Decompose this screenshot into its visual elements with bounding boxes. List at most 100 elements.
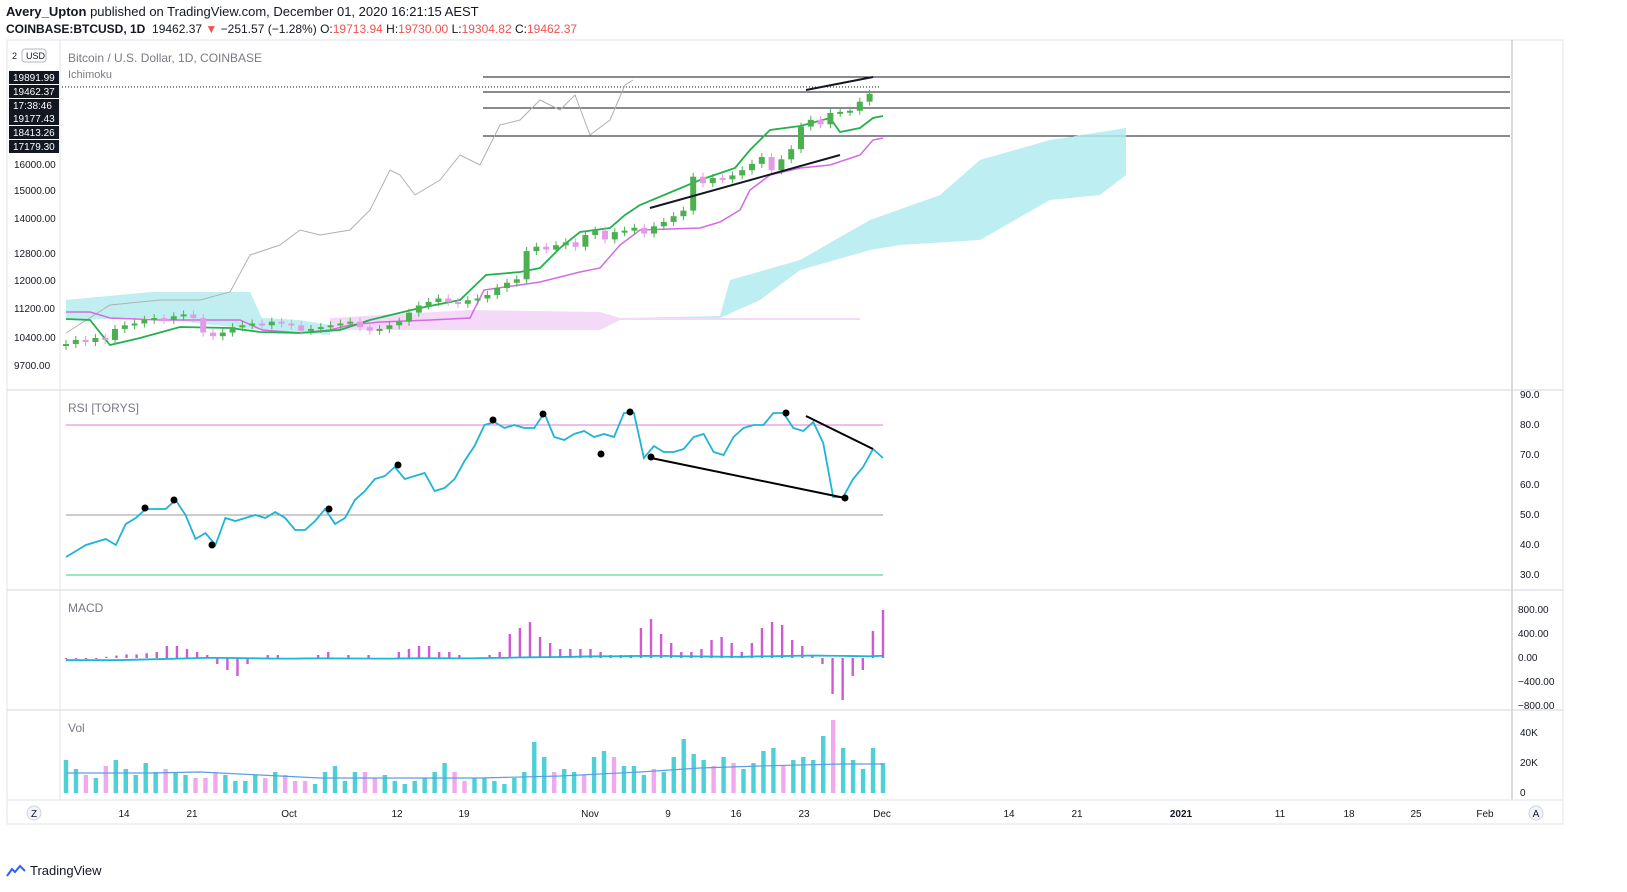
price-tag-label: 18413.26 [13, 128, 55, 139]
candle-body [396, 321, 403, 326]
time-axis-label: 14 [118, 809, 130, 820]
candle-body [121, 325, 128, 329]
candle-body [513, 279, 520, 283]
candle-body [602, 230, 608, 240]
time-axis-label: 12 [391, 809, 403, 820]
macd-histogram-bar [84, 658, 88, 659]
candle-body [523, 251, 530, 280]
macd-histogram-bar [791, 640, 794, 658]
volume-bar [581, 775, 587, 793]
macd-histogram-bar [710, 640, 713, 658]
candle-body [464, 300, 471, 304]
volume-bar [133, 775, 138, 793]
symbol-label: COINBASE:BTCUSD, 1D [6, 22, 146, 36]
macd-histogram-bar [528, 622, 532, 658]
macd-histogram-bar [700, 649, 703, 658]
volume-bar [571, 772, 577, 793]
volume-bar [223, 775, 228, 793]
auto-scale-button [1528, 805, 1544, 821]
volume-bar [561, 769, 567, 793]
candle-body [406, 312, 412, 322]
macd-histogram-bar [236, 658, 239, 676]
volume-bar [621, 766, 627, 793]
macd-histogram-bar [851, 658, 854, 676]
volume-bar [641, 775, 647, 793]
macd-histogram-bar [690, 652, 693, 658]
macd-tick-label: −400.00 [1518, 677, 1555, 688]
candle-body [249, 323, 256, 326]
rsi-pivot-dot [170, 496, 178, 504]
time-axis-label: 14 [1003, 809, 1015, 820]
time-axis-label: 21 [1071, 809, 1083, 820]
candle-body [660, 221, 667, 227]
candle-body [484, 295, 491, 299]
candle-body [631, 227, 638, 231]
volume-bar [163, 769, 168, 793]
volume-bar [721, 757, 726, 793]
footer-brand[interactable]: TradingView [6, 863, 102, 878]
volume-bar [472, 778, 477, 793]
low-label: L: [451, 22, 462, 36]
time-axis-label: 19 [458, 809, 470, 820]
author-name[interactable]: Avery_Upton [6, 4, 87, 19]
candle-body [778, 159, 785, 171]
macd-histogram-bar [448, 652, 451, 658]
volume-bar [811, 760, 816, 793]
volume-bar [751, 763, 756, 793]
volume-bar [312, 784, 318, 793]
volume-bar [73, 769, 79, 793]
time-axis-frame [6, 799, 1564, 825]
volume-bar [183, 775, 188, 793]
macd-tick-label: −800.00 [1518, 701, 1555, 712]
candle-body [621, 230, 628, 233]
ichimoku-cloud-bull [66, 292, 330, 335]
price-tag-box [9, 112, 59, 125]
tradingview-logo-icon [6, 864, 26, 877]
macd-histogram-bar [498, 652, 501, 658]
macd-histogram-bar [811, 655, 814, 658]
macd-histogram-bar [649, 619, 653, 658]
candle-body [758, 157, 765, 164]
candle-body [239, 325, 246, 328]
zoom-button-label: Z [31, 809, 37, 820]
macd-histogram-bar [427, 646, 431, 658]
macd-histogram-bar [881, 610, 885, 658]
volume-bar [532, 742, 537, 793]
macd-histogram-bar [115, 655, 118, 658]
macd-histogram-bar [589, 649, 592, 658]
candle-body [455, 302, 461, 304]
candle-body [63, 344, 69, 346]
time-axis-label: Dec [873, 809, 891, 820]
rsi-divergence-line-upper [805, 415, 874, 450]
candle-body [729, 175, 736, 180]
macd-histogram-bar [861, 658, 865, 670]
trend-line-upper [805, 76, 874, 91]
macd-histogram-bar [437, 652, 441, 658]
macd-histogram-bar [559, 649, 562, 658]
macd-histogram-bar [135, 654, 138, 658]
volume-bar [611, 757, 617, 793]
volume-bar [113, 760, 119, 793]
price-tag-box [9, 71, 59, 84]
candle-body [288, 323, 295, 326]
rsi-pivot-dot [626, 408, 634, 416]
volume-bar [492, 781, 497, 793]
volume-bar [601, 751, 607, 793]
candle-body [504, 282, 510, 288]
open-value: 19713.94 [332, 22, 383, 36]
volume-bar [352, 772, 358, 793]
candle-body [474, 298, 481, 301]
volume-bar [552, 772, 557, 793]
vol-title: Vol [68, 721, 85, 735]
volume-bar [482, 778, 487, 793]
price-tick-label: 14000.00 [14, 214, 56, 225]
volume-bar [143, 763, 148, 793]
rsi-pivot-dot [782, 409, 790, 417]
macd-histogram-bar [518, 628, 522, 658]
candle-body [641, 227, 648, 234]
candle-body [298, 325, 305, 331]
time-axis-label: 2021 [1170, 809, 1193, 820]
macd-histogram-bar [639, 628, 643, 658]
macd-histogram-bar [316, 655, 320, 658]
